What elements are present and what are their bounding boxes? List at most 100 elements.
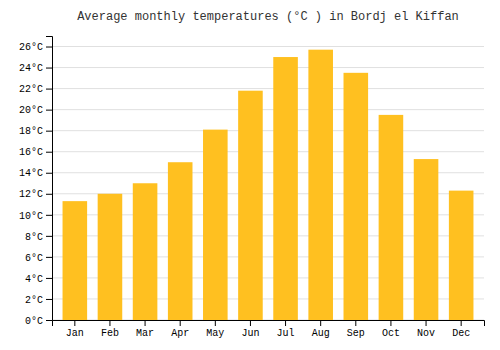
- x-tick-label: Dec: [452, 328, 470, 339]
- y-tick-mark: [46, 89, 52, 90]
- y-tick-mark: [46, 68, 52, 69]
- y-tick: 2°C: [25, 295, 52, 306]
- y-tick-mark: [46, 278, 52, 279]
- x-tick-label: May: [206, 328, 224, 339]
- y-tick-mark: [46, 215, 52, 216]
- grid: [52, 47, 484, 320]
- x-tick: Feb: [101, 320, 119, 339]
- x-tick-label: Apr: [171, 328, 189, 339]
- title: Average monthly temperatures (°C ) in Bo…: [77, 10, 459, 24]
- y-tick: 8°C: [25, 232, 52, 243]
- grid-line: [52, 151, 484, 152]
- x-tick-mark: [355, 320, 356, 326]
- y-tick-label: 4°C: [25, 274, 43, 285]
- y-tick-mark: [46, 236, 52, 237]
- grid-line: [52, 67, 484, 68]
- x-tick-label: Oct: [382, 328, 400, 339]
- y-tick-label: 14°C: [19, 168, 43, 179]
- x-tick: Jan: [66, 320, 84, 339]
- x-axis: Jan Feb Mar Apr May Jun Jul Aug Sep Oct Nov Dec: [53, 320, 485, 339]
- bars: [63, 50, 474, 320]
- bar: [133, 183, 158, 320]
- x-tick: Oct: [382, 320, 400, 339]
- bar: [168, 162, 193, 320]
- bar: [63, 201, 88, 320]
- x-tick-mark: [390, 320, 391, 326]
- y-tick: 14°C: [19, 168, 52, 179]
- grid-line: [52, 88, 484, 89]
- y-tick-mark: [46, 110, 52, 111]
- x-tick: May: [206, 320, 224, 339]
- x-tick-label: Jun: [241, 328, 259, 339]
- grid-line: [52, 46, 484, 47]
- y-axis-line: [46, 37, 53, 321]
- y-tick-mark: [46, 47, 52, 48]
- y-tick-mark: [46, 131, 52, 132]
- bar: [379, 115, 404, 320]
- x-tick-mark: [74, 320, 75, 326]
- x-tick: Sep: [347, 320, 365, 339]
- x-tick-mark: [320, 320, 321, 326]
- x-tick-mark: [109, 320, 110, 326]
- y-tick-label: 16°C: [19, 147, 43, 158]
- y-tick-label: 24°C: [19, 63, 43, 74]
- x-tick: Aug: [312, 320, 330, 339]
- x-tick-label: Jul: [277, 328, 295, 339]
- x-tick-label: Feb: [101, 328, 119, 339]
- x-tick-mark: [180, 320, 181, 326]
- chart: Average monthly temperatures (°C ) in Bo…: [0, 0, 500, 350]
- y-tick-label: 18°C: [19, 126, 43, 137]
- y-tick-mark: [46, 152, 52, 153]
- bar: [449, 191, 474, 320]
- x-tick: Apr: [171, 320, 189, 339]
- y-tick-label: 0°C: [25, 316, 43, 327]
- y-tick-label: 12°C: [19, 189, 43, 200]
- bar: [238, 91, 263, 320]
- x-tick-label: Sep: [347, 328, 365, 339]
- x-tick: Mar: [136, 320, 154, 339]
- x-tick-mark: [285, 320, 286, 326]
- x-tick-mark: [250, 320, 251, 326]
- grid-line: [52, 130, 484, 131]
- y-tick-mark: [46, 320, 52, 321]
- y-tick-mark: [46, 173, 52, 174]
- y-axis: 0°C 2°C 4°C 6°C 8°C 10°C 12°C 14°C 16°C 18°C 20°C 2…: [19, 37, 53, 327]
- y-tick: 26°C: [19, 42, 52, 53]
- x-tick-label: Nov: [417, 328, 435, 339]
- x-tick-label: Mar: [136, 328, 154, 339]
- x-tick: Jul: [277, 320, 295, 339]
- y-tick: 22°C: [19, 84, 52, 95]
- y-tick-label: 8°C: [25, 232, 43, 243]
- x-tick-mark: [145, 320, 146, 326]
- bar: [414, 159, 439, 320]
- grid-line: [52, 109, 484, 110]
- x-tick: Dec: [452, 320, 470, 339]
- y-tick: 6°C: [25, 253, 52, 264]
- plot: Jan Feb Mar Apr May Jun Jul Aug Sep Oct Nov Dec 0°C 2…: [19, 37, 485, 340]
- y-tick-label: 26°C: [19, 42, 43, 53]
- y-tick: 4°C: [25, 274, 52, 285]
- x-tick-mark: [461, 320, 462, 326]
- y-tick: 0°C: [25, 316, 52, 327]
- x-tick: Jun: [241, 320, 259, 339]
- bar: [308, 50, 333, 320]
- x-tick: Nov: [417, 320, 435, 339]
- x-tick-mark: [426, 320, 427, 326]
- y-tick: 10°C: [19, 211, 52, 222]
- y-tick-mark: [46, 257, 52, 258]
- bar: [273, 57, 298, 320]
- y-tick-mark: [46, 299, 52, 300]
- bar: [203, 130, 228, 320]
- y-tick: 12°C: [19, 189, 52, 200]
- y-tick-label: 20°C: [19, 105, 43, 116]
- x-tick-label: Aug: [312, 328, 330, 339]
- y-tick-label: 2°C: [25, 295, 43, 306]
- y-tick: 16°C: [19, 147, 52, 158]
- bar: [98, 194, 123, 320]
- y-tick-label: 6°C: [25, 253, 43, 264]
- x-tick-label: Jan: [66, 328, 84, 339]
- y-tick: 20°C: [19, 105, 52, 116]
- bar: [344, 73, 369, 320]
- y-tick-label: 10°C: [19, 211, 43, 222]
- y-tick-mark: [46, 194, 52, 195]
